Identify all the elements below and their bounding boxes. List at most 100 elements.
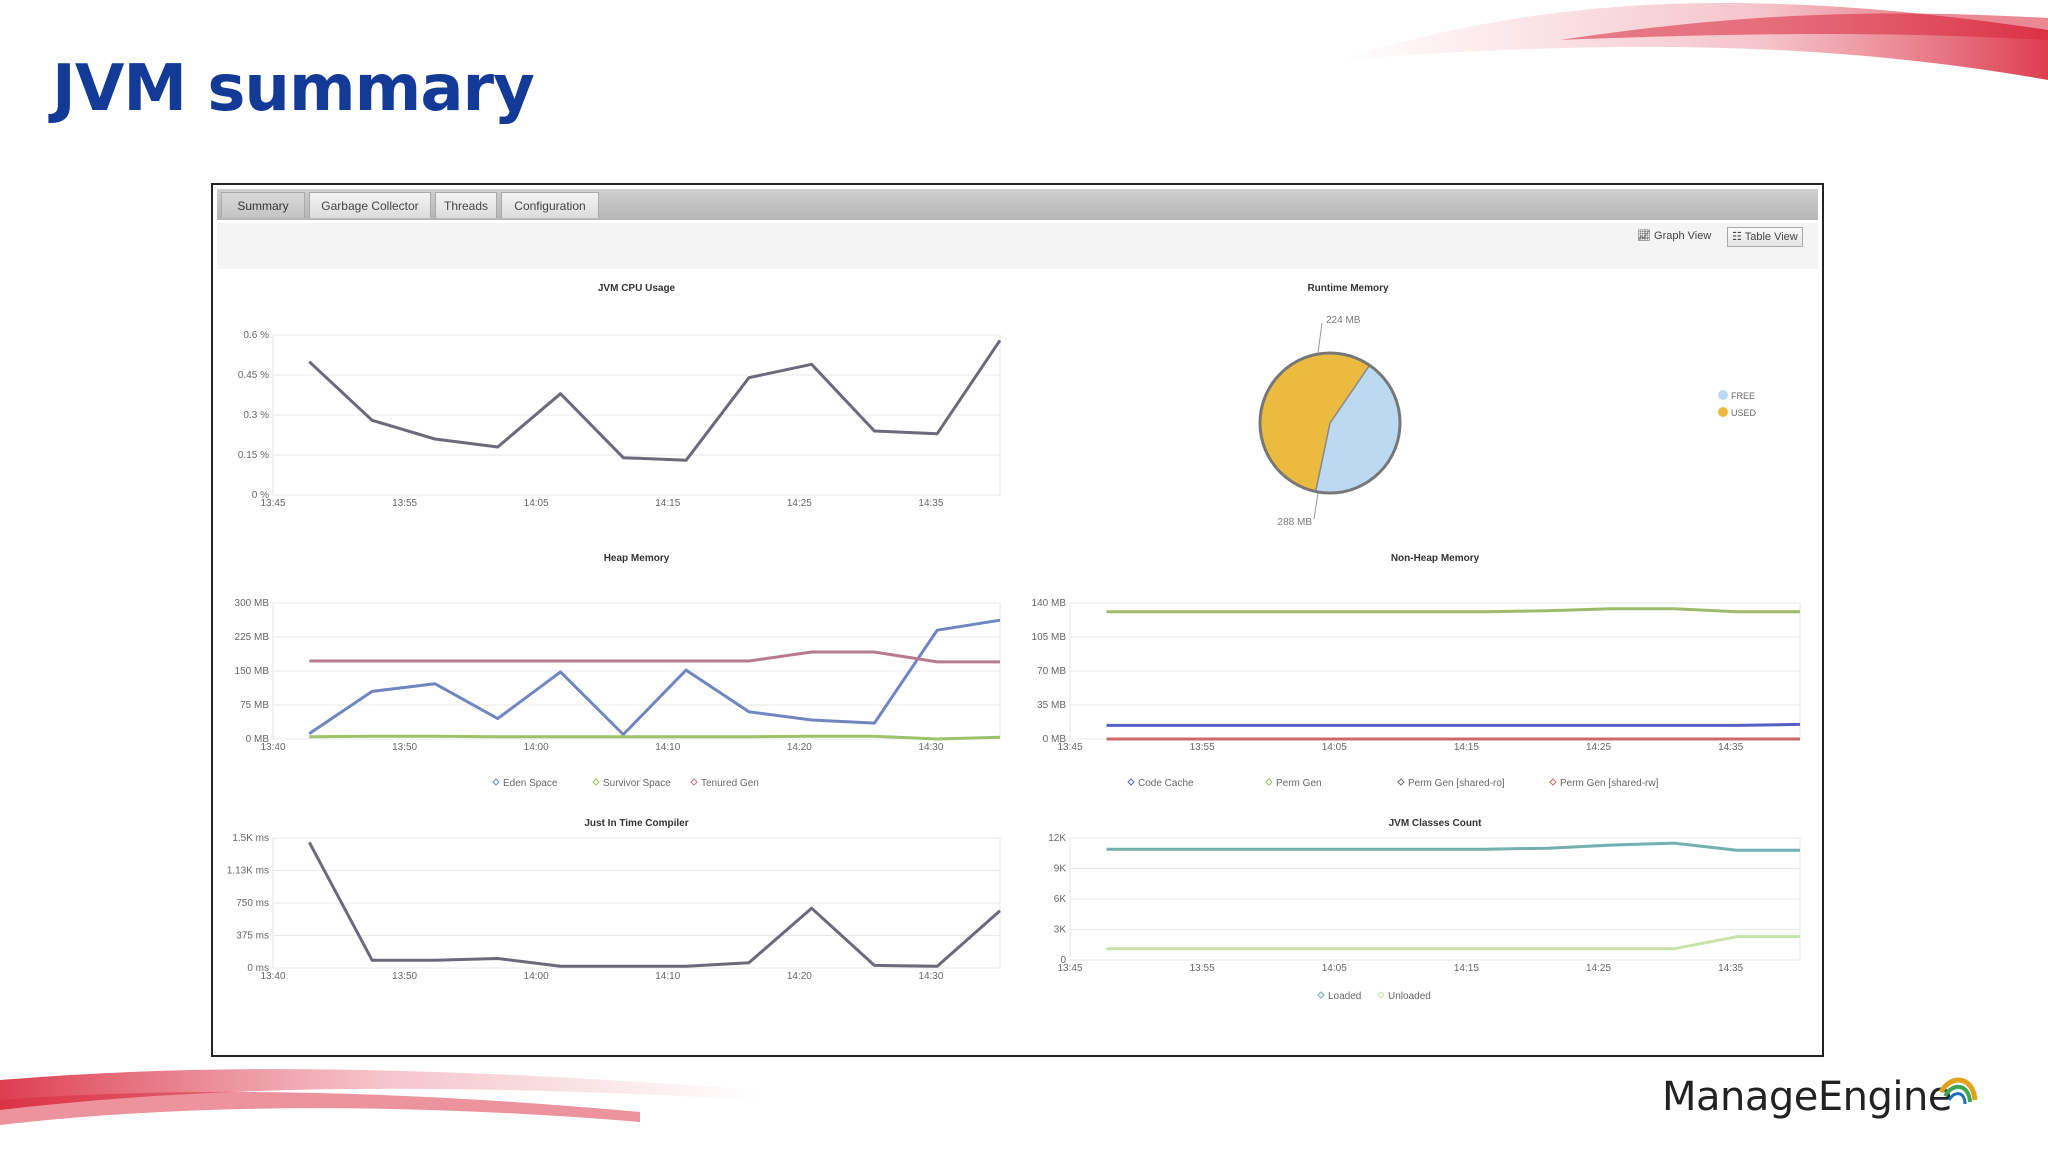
x-tick-label: 13:40 <box>260 742 285 753</box>
x-tick-label: 14:20 <box>787 742 812 753</box>
y-tick-label: 750 ms <box>236 898 269 909</box>
chart-title: JVM CPU Usage <box>598 283 676 294</box>
legend-marker <box>1265 778 1273 786</box>
y-tick-label: 0 <box>1060 955 1066 966</box>
series-line-eden-space <box>308 618 1001 736</box>
y-tick-label: 12K <box>1048 833 1066 844</box>
x-tick-label: 14:30 <box>918 742 943 753</box>
graph-icon: 📈︎ <box>1637 230 1651 242</box>
x-tick-label: 14:35 <box>1718 742 1743 753</box>
x-tick-label: 13:55 <box>392 498 417 509</box>
y-tick-label: 300 MB <box>235 598 270 609</box>
y-tick-label: 150 MB <box>235 666 270 677</box>
x-tick-label: 13:55 <box>1190 742 1215 753</box>
x-tick-label: 14:10 <box>655 971 680 982</box>
x-tick-label: 14:05 <box>524 498 549 509</box>
graph-view-button[interactable]: 📈︎ Graph View <box>1633 227 1715 247</box>
legend-marker <box>1718 407 1728 417</box>
legend-marker <box>1397 778 1405 786</box>
legend-label: Perm Gen [shared-ro] <box>1408 778 1505 789</box>
y-tick-label: 75 MB <box>240 700 269 711</box>
manageengine-logo: ManageEngine <box>1662 1070 1982 1130</box>
pie-label-leader <box>1317 322 1323 354</box>
x-tick-label: 14:15 <box>1454 963 1479 974</box>
series-line-unloaded <box>1106 935 1800 951</box>
x-tick-label: 14:25 <box>1586 742 1611 753</box>
y-tick-label: 6K <box>1054 894 1067 905</box>
x-tick-label: 13:40 <box>260 971 285 982</box>
y-tick-label: 1.5K ms <box>232 833 269 844</box>
legend-label: USED <box>1731 408 1757 418</box>
series-line-loaded <box>1106 841 1800 852</box>
chart-title: JVM Classes Count <box>1389 818 1482 829</box>
tab-threads[interactable]: Threads <box>435 192 497 218</box>
legend-label: Perm Gen <box>1276 778 1322 789</box>
legend-marker <box>1317 991 1325 999</box>
table-view-button[interactable]: ☷ Table View <box>1727 227 1803 247</box>
x-tick-label: 13:55 <box>1190 963 1215 974</box>
pie-label-free: 224 MB <box>1326 315 1361 326</box>
x-tick-label: 14:00 <box>524 971 549 982</box>
series-line-tenured-gen <box>309 650 1000 664</box>
legend-label: FREE <box>1731 391 1755 401</box>
logo-text: ManageEngine <box>1662 1074 1952 1120</box>
y-tick-label: 0 MB <box>1043 734 1067 745</box>
x-tick-label: 14:15 <box>655 498 680 509</box>
pie-outline <box>1258 351 1402 495</box>
series-line-survivor-space <box>309 734 1001 741</box>
x-tick-label: 14:35 <box>918 498 943 509</box>
y-tick-label: 140 MB <box>1032 598 1067 609</box>
x-tick-label: 13:45 <box>260 498 285 509</box>
y-tick-label: 70 MB <box>1037 666 1066 677</box>
y-tick-label: 0 % <box>252 490 269 501</box>
pie-label-leader <box>1313 492 1319 520</box>
jvm-summary-window: Summary Garbage Collector Threads Config… <box>211 183 1824 1057</box>
y-tick-label: 0.45 % <box>238 370 269 381</box>
legend-marker <box>1549 778 1557 786</box>
non-heap-memory-chart: Non-Heap Memory 0 MB 35 MB 70 MB 105 MB 140 M… <box>1032 553 1801 789</box>
legend-label: Perm Gen [shared-rw] <box>1560 778 1659 789</box>
series-line-code-cache <box>1106 722 1801 727</box>
logo-arc-icon <box>1938 1077 1978 1105</box>
legend-label: Loaded <box>1328 991 1361 1002</box>
x-tick-label: 14:30 <box>918 971 943 982</box>
chart-title: Non-Heap Memory <box>1391 553 1480 564</box>
table-view-label: Table View <box>1744 231 1798 243</box>
y-tick-label: 0 MB <box>246 734 270 745</box>
x-tick-label: 14:25 <box>787 498 812 509</box>
legend-marker <box>1127 778 1135 786</box>
x-tick-label: 14:15 <box>1454 742 1479 753</box>
toolbar <box>217 223 1818 269</box>
legend-marker <box>1718 390 1728 400</box>
y-tick-label: 3K <box>1054 925 1067 936</box>
y-tick-label: 35 MB <box>1037 700 1066 711</box>
y-tick-label: 0.6 % <box>243 330 269 341</box>
legend-label: Eden Space <box>503 778 558 789</box>
tab-garbage-collector[interactable]: Garbage Collector <box>309 192 431 218</box>
classes-count-chart: JVM Classes Count 0 3K 6K 9K 12K 13:45 13:55 14:… <box>1048 818 1801 1002</box>
x-tick-label: 14:10 <box>655 742 680 753</box>
legend-marker <box>1377 991 1385 999</box>
x-tick-label: 14:20 <box>787 971 812 982</box>
x-tick-label: 13:45 <box>1057 963 1082 974</box>
legend-label: Tenured Gen <box>701 778 759 789</box>
y-tick-label: 9K <box>1054 864 1067 875</box>
x-tick-label: 14:05 <box>1322 963 1347 974</box>
y-tick-label: 0 ms <box>247 963 269 974</box>
tab-summary[interactable]: Summary <box>221 192 305 218</box>
y-tick-label: 375 ms <box>236 931 269 942</box>
legend-marker <box>690 778 698 786</box>
series-line-cpu <box>308 339 1002 462</box>
y-tick-label: 105 MB <box>1032 632 1067 643</box>
tab-bar: Summary Garbage Collector Threads Config… <box>217 189 1818 220</box>
tab-configuration[interactable]: Configuration <box>501 192 599 218</box>
legend-label: Unloaded <box>1388 991 1431 1002</box>
graph-view-label: Graph View <box>1654 230 1712 242</box>
chart-title: Heap Memory <box>604 553 670 564</box>
chart-title: Just In Time Compiler <box>584 818 688 829</box>
y-tick-label: 1.13K ms <box>227 866 269 877</box>
x-tick-label: 14:35 <box>1718 963 1743 974</box>
y-tick-label: 0.3 % <box>243 410 269 421</box>
table-icon: ☷ <box>1732 231 1742 243</box>
